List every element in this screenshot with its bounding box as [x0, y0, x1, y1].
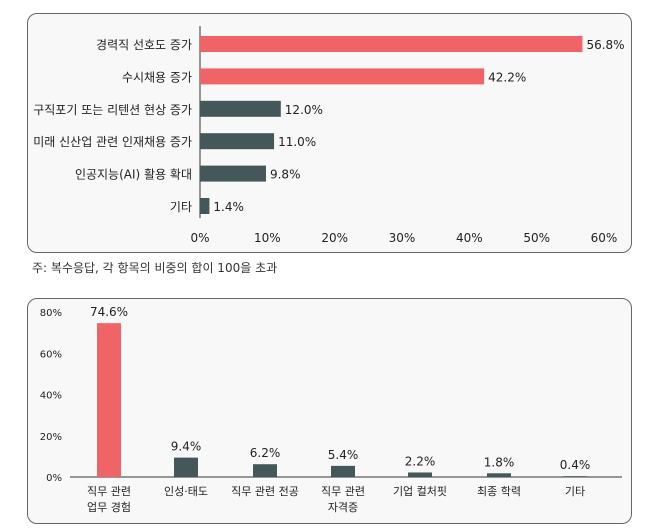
category-label: 직무 관련 — [321, 485, 365, 498]
category-label: 경력직 선호도 증가 — [96, 38, 192, 52]
value-label: 56.8% — [586, 38, 624, 52]
value-label: 12.0% — [285, 103, 323, 117]
category-label: 기타 — [565, 485, 585, 498]
value-label: 74.6% — [90, 305, 128, 319]
value-label: 9.8% — [270, 168, 301, 182]
value-label: 6.2% — [250, 446, 281, 460]
y-tick-label: 20% — [40, 432, 62, 443]
x-tick-label: 60% — [591, 231, 618, 245]
category-label: 자격증 — [328, 501, 358, 514]
y-tick-label: 40% — [40, 391, 62, 402]
category-label: 수시채용 증가 — [122, 70, 192, 84]
bar — [200, 133, 275, 150]
value-label: 1.4% — [213, 200, 244, 214]
x-tick-label: 50% — [523, 231, 550, 245]
bar — [563, 476, 587, 478]
bar — [174, 457, 198, 477]
category-label: 직무 관련 전공 — [231, 485, 299, 498]
x-tick-label: 20% — [321, 231, 348, 245]
bar — [200, 100, 281, 117]
category-label: 미래 신산업 관련 인재채용 증가 — [33, 135, 192, 149]
bar — [487, 473, 511, 477]
horizontal-bar-chart: 경력직 선호도 증가 56.8% 수시채용 증가 42.2% 구직포기 또는 리텐션 현… — [33, 26, 625, 245]
value-label: 11.0% — [278, 135, 316, 149]
x-tick-label: 40% — [456, 231, 483, 245]
category-label: 구직포기 또는 리텐션 현상 증가 — [33, 103, 192, 117]
category-label: 기타 — [170, 200, 192, 214]
chart-note: 주: 복수응답, 각 항목의 비중의 합이 100을 초과 — [32, 261, 278, 275]
category-label: 인성·태도 — [164, 485, 208, 498]
value-label: 42.2% — [488, 70, 526, 84]
y-tick-label: 80% — [40, 308, 62, 319]
value-label: 2.2% — [405, 454, 436, 468]
x-tick-label: 30% — [389, 231, 416, 245]
y-tick-label: 60% — [40, 349, 62, 360]
value-label: 9.4% — [171, 440, 202, 454]
bar — [253, 464, 277, 477]
category-label: 최종 학력 — [477, 485, 521, 498]
bar — [97, 323, 121, 477]
category-label: 인공지능(AI) 활용 확대 — [75, 168, 192, 182]
bar — [200, 165, 266, 182]
value-label: 0.4% — [560, 458, 591, 472]
bar — [331, 465, 355, 477]
bar — [200, 68, 485, 85]
top-chart-panel: 경력직 선호도 증가 56.8% 수시채용 증가 42.2% 구직포기 또는 리텐션 현… — [27, 13, 632, 253]
bar — [200, 36, 583, 52]
x-tick-label: 0% — [190, 231, 209, 245]
category-label: 업무 경험 — [87, 501, 131, 514]
bar — [408, 472, 432, 477]
bar — [200, 198, 210, 214]
value-label: 5.4% — [328, 448, 359, 462]
value-label: 1.8% — [484, 455, 515, 469]
category-label: 직무 관련 — [87, 485, 131, 498]
y-tick-label: 0% — [46, 473, 62, 484]
x-tick-label: 10% — [254, 231, 281, 245]
category-label: 기업 컬처핏 — [393, 485, 447, 498]
